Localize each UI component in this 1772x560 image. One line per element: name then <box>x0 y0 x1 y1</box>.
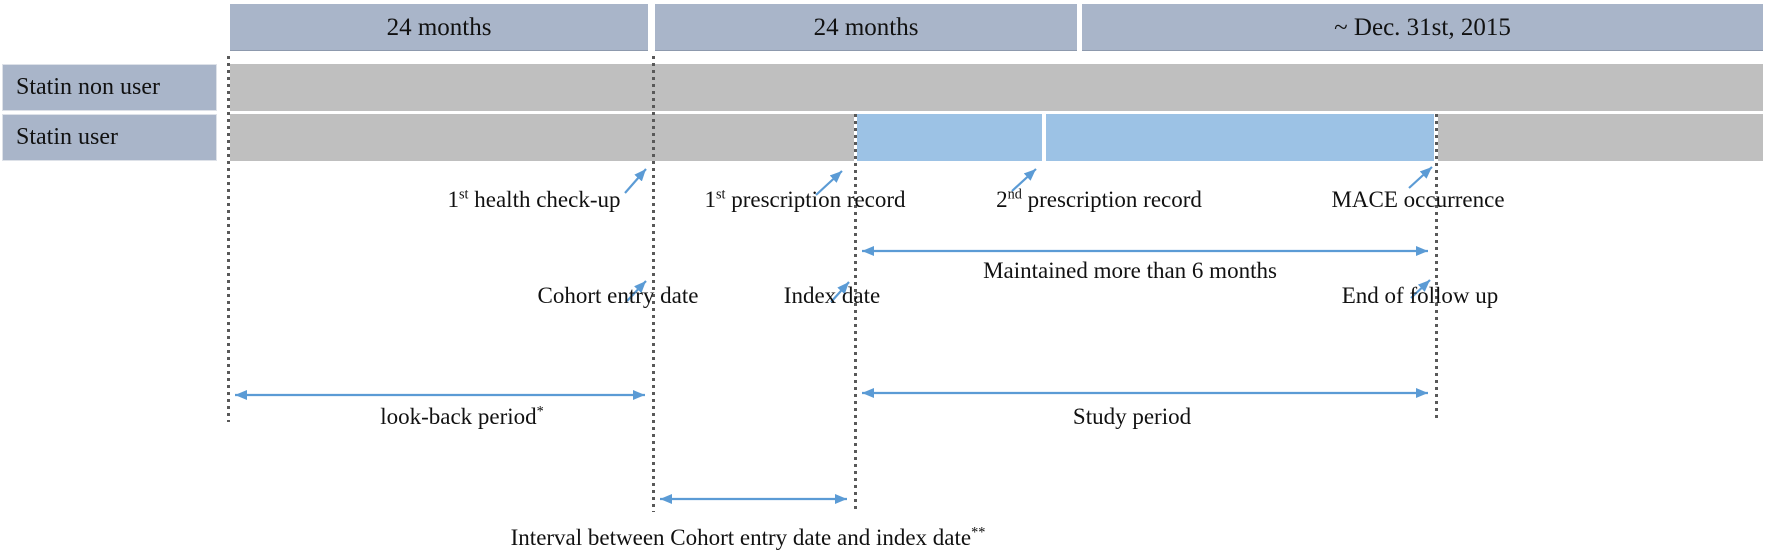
lookback-start-dotted-line <box>227 56 230 422</box>
label-superscript: * <box>536 403 544 420</box>
maintained-label: Maintained more than 6 months <box>983 257 1277 285</box>
end-of-followup-dotted-line <box>1435 114 1438 422</box>
label-text: Interval between Cohort entry date and i… <box>510 525 972 550</box>
index-date-dotted-line <box>854 114 857 512</box>
label-text: 1 <box>704 187 716 212</box>
cohort-entry-label: Cohort entry date <box>538 282 699 310</box>
health-checkup-pointer-arrow <box>624 168 647 194</box>
row-label-statin-user: Statin user <box>2 114 217 161</box>
label-text: look-back period <box>380 404 537 429</box>
row-label-text: Statin user <box>16 124 118 150</box>
row-label-text: Statin non user <box>16 74 160 100</box>
label-text: Study period <box>1072 404 1192 429</box>
label-superscript: st <box>459 186 469 203</box>
first-prescription-label: 1st prescription record <box>704 186 905 214</box>
second-prescription-label: 2nd prescription record <box>996 186 1202 214</box>
label-superscript: nd <box>1007 186 1022 203</box>
mace-occurrence-label: MACE occurrence <box>1331 186 1504 214</box>
statin-user-maintained-exposure-bar <box>1046 114 1434 161</box>
statin-user-first-exposure-bar <box>857 114 1042 161</box>
statin-user-pre-index-bar <box>230 114 854 161</box>
lookback-period-label: look-back period* <box>380 403 544 431</box>
statin-user-post-mace-bar <box>1438 114 1763 161</box>
cohort-entry-dotted-line <box>652 56 655 512</box>
header-segment-label: ~ Dec. 31st, 2015 <box>1334 13 1511 41</box>
row-label-statin-non-user: Statin non user <box>2 64 217 111</box>
index-date-label: Index date <box>784 282 880 310</box>
label-text: 1 <box>447 187 460 212</box>
study-period-label: Study period <box>1073 403 1191 431</box>
label-text: Maintained more than 6 months <box>983 258 1277 283</box>
label-text: MACE occurrence <box>1331 187 1505 212</box>
mace-pointer-arrow <box>1408 166 1433 189</box>
label-text: Cohort entry date <box>537 283 699 308</box>
header-segment-label: 24 months <box>386 13 492 41</box>
label-superscript: ** <box>971 524 986 541</box>
label-text: End of follow up <box>1341 283 1499 308</box>
header-segment-end-date: ~ Dec. 31st, 2015 <box>1082 4 1763 51</box>
header-segment-label: 24 months <box>813 13 919 41</box>
end-of-followup-label: End of follow up <box>1342 282 1499 310</box>
label-text: health check-up <box>468 187 621 212</box>
label-text: 2 <box>996 187 1008 212</box>
header-segment-lookback: 24 months <box>230 4 648 51</box>
label-text: prescription record <box>1021 187 1202 212</box>
health-checkup-label: 1st health check-up <box>448 186 621 214</box>
statin-non-user-bar <box>230 64 1763 111</box>
label-text: prescription record <box>725 187 906 212</box>
header-segment-middle: 24 months <box>655 4 1077 51</box>
label-superscript: st <box>715 186 726 203</box>
interval-caption: Interval between Cohort entry date and i… <box>511 524 986 552</box>
label-text: Index date <box>783 283 881 308</box>
